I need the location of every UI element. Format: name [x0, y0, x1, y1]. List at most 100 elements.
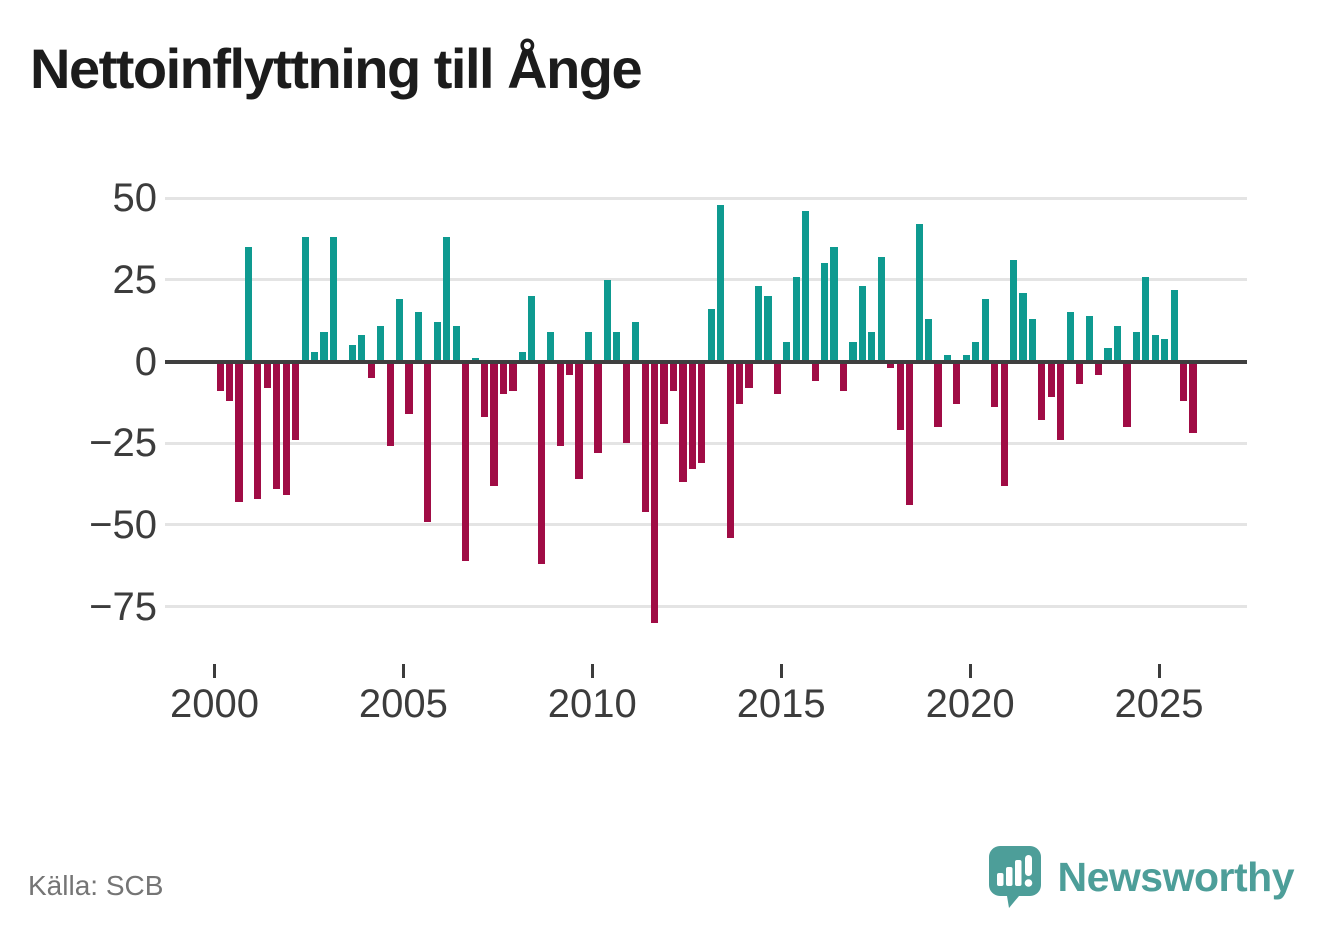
bar-2011-q3: [651, 361, 659, 623]
bar-2009-q1: [556, 361, 564, 447]
y-axis-label: 50: [112, 176, 158, 221]
bar-2007-q4: [509, 361, 517, 391]
newsworthy-logo-icon: [988, 846, 1041, 908]
bar-2011-q1: [632, 322, 640, 362]
logo-bar-1: [996, 873, 1003, 886]
bar-2018-q4: [924, 319, 933, 362]
x-axis-tick-2005: [401, 664, 405, 678]
bar-2012-q3: [688, 361, 696, 470]
bar-2001-q3: [273, 361, 281, 489]
bar-2018-q3: [915, 224, 923, 362]
bar-2003-q4: [358, 335, 366, 362]
bar-2000-q2: [225, 361, 234, 401]
bar-2012-q2: [679, 361, 687, 483]
bar-2005-q4: [433, 322, 441, 362]
bar-2001-q2: [263, 361, 271, 388]
bar-2017-q4: [887, 361, 895, 369]
source-caption: Källa: SCB: [28, 870, 164, 901]
y-axis-label: −50: [89, 502, 157, 547]
bar-2014-q1: [745, 361, 753, 388]
bar-2002-q3: [310, 351, 319, 362]
x-axis-label: 2025: [1114, 682, 1204, 726]
bar-2017-q2: [868, 332, 876, 362]
bar-2022-q4: [1076, 361, 1084, 385]
bar-2025-q2: [1170, 289, 1178, 362]
bar-2023-q4: [1113, 325, 1122, 362]
y-axis-label: −75: [89, 584, 157, 629]
bar-2005-q2: [414, 312, 423, 362]
bar-2000-q4: [244, 247, 253, 362]
bar-2016-q2: [830, 247, 838, 362]
newsworthy-logo: Newsworthy: [988, 842, 1295, 912]
bar-2015-q3: [802, 211, 810, 362]
bar-2004-q2: [377, 325, 385, 362]
bar-2020-q3: [991, 361, 999, 408]
x-axis-tick-2020: [968, 664, 972, 678]
bar-2015-q2: [792, 276, 800, 362]
bar-2021-q2: [1019, 292, 1027, 362]
gridline-50: [165, 196, 1247, 200]
bar-2004-q1: [367, 361, 375, 378]
bar-2004-q4: [395, 299, 404, 362]
bar-2022-q1: [1047, 361, 1055, 398]
bar-2013-q3: [726, 361, 734, 538]
bar-2025-q4: [1189, 361, 1197, 434]
bar-2024-q1: [1123, 361, 1131, 427]
bar-2010-q3: [613, 332, 621, 362]
bar-2015-q1: [783, 341, 791, 362]
bar-2020-q2: [981, 299, 989, 362]
bar-2013-q2: [717, 204, 725, 362]
bar-2020-q4: [1000, 361, 1008, 486]
bar-2009-q3: [575, 361, 583, 480]
bar-2009-q2: [566, 361, 574, 375]
bar-2014-q4: [773, 361, 781, 395]
x-axis-label: 2005: [358, 682, 448, 726]
logo-bar-2: [1005, 867, 1012, 886]
x-axis-label: 2015: [736, 682, 826, 726]
bar-2018-q1: [896, 361, 904, 431]
bar-2014-q3: [764, 296, 772, 362]
bar-2024-q3: [1142, 276, 1150, 362]
bar-2012-q4: [698, 361, 706, 463]
x-axis-tick-2015: [779, 664, 783, 678]
bar-2007-q2: [490, 361, 498, 486]
bar-2009-q4: [584, 332, 593, 362]
bar-2008-q2: [528, 296, 536, 362]
bar-2016-q4: [849, 341, 857, 362]
y-axis-label: 0: [134, 339, 157, 384]
bar-2019-q4: [962, 354, 970, 362]
bar-2014-q2: [754, 286, 763, 362]
bar-2003-q3: [348, 345, 356, 362]
logo-exclamation-dot: [1024, 879, 1032, 887]
bar-2017-q1: [858, 286, 866, 362]
bar-2013-q1: [707, 309, 715, 362]
bar-2011-q4: [660, 361, 668, 424]
bar-2015-q4: [811, 361, 819, 382]
bar-2012-q1: [669, 361, 678, 391]
bar-2021-q1: [1009, 260, 1018, 362]
bar-2017-q3: [877, 256, 885, 362]
logo-bar-3: [1014, 860, 1021, 886]
newsworthy-wordmark: Newsworthy: [1057, 853, 1295, 900]
bar-2007-q1: [480, 361, 489, 418]
bar-2023-q3: [1104, 348, 1112, 362]
bar-2013-q4: [736, 361, 744, 404]
bar-2021-q3: [1028, 319, 1037, 362]
bar-2025-q3: [1179, 361, 1188, 401]
gridline--75: [165, 605, 1247, 609]
bar-2025-q1: [1161, 338, 1169, 362]
bar-2002-q2: [301, 237, 309, 362]
zero-line: [165, 359, 1247, 364]
bar-2016-q3: [839, 361, 848, 391]
bar-2018-q2: [906, 361, 914, 506]
bar-2008-q1: [518, 351, 526, 362]
x-axis-tick-2000: [213, 664, 216, 678]
gridline-25: [165, 278, 1247, 282]
bar-2006-q1: [443, 237, 451, 362]
bar-2005-q3: [424, 361, 432, 522]
bar-2000-q3: [235, 361, 243, 502]
chart-title: Nettoinflyttning till Ånge: [30, 37, 643, 100]
bar-2011-q2: [641, 361, 649, 512]
bar-2019-q1: [934, 361, 942, 427]
